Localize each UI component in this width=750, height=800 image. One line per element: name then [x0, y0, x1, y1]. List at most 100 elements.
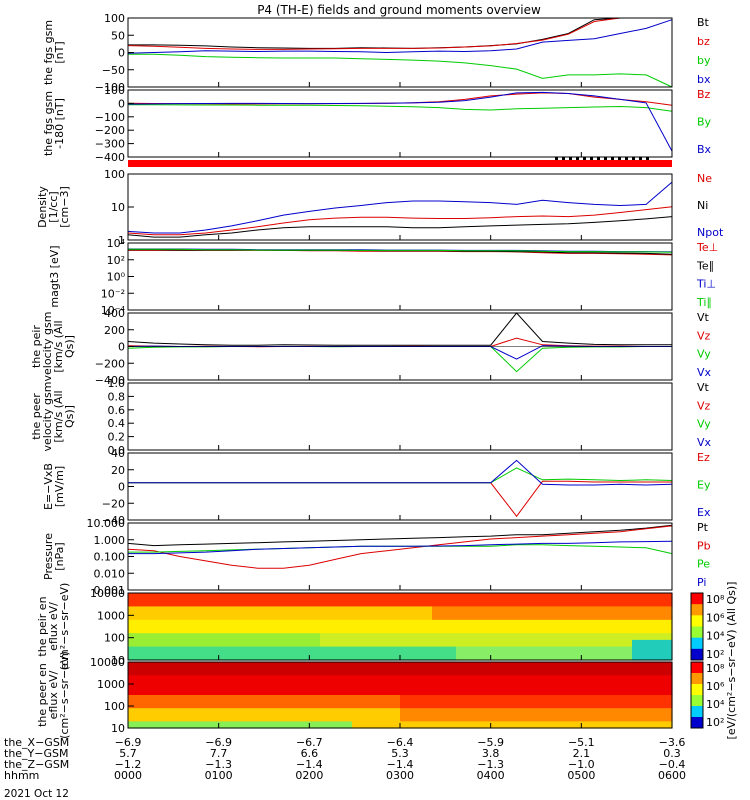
heatmap-cell	[584, 668, 593, 676]
heatmap-cell	[480, 681, 489, 689]
heatmap-cell	[496, 599, 505, 607]
heatmap-cell	[256, 695, 265, 703]
heatmap-cell	[256, 675, 265, 683]
heatmap-cell	[232, 721, 241, 729]
heatmap-cell	[496, 613, 505, 621]
x-axis-row-label: the_Z−GSM	[4, 758, 69, 771]
heatmap-cell	[544, 708, 553, 716]
heatmap-cell	[480, 633, 489, 641]
heatmap-cell	[624, 714, 633, 722]
heatmap-cell	[240, 599, 249, 607]
heatmap-cell	[384, 599, 393, 607]
heatmap-cell	[392, 714, 401, 722]
heatmap-cell	[544, 639, 553, 648]
heatmap-cell	[480, 639, 489, 648]
heatmap-cell	[216, 714, 225, 722]
mode-marker	[632, 157, 635, 160]
heatmap-cell	[656, 662, 665, 670]
heatmap-cell	[264, 633, 273, 641]
heatmap-cell	[536, 668, 545, 676]
heatmap-cell	[240, 613, 249, 621]
heatmap-cell	[432, 701, 441, 709]
heatmap-cell	[488, 721, 497, 729]
heatmap-cell	[208, 633, 217, 641]
heatmap-cell	[200, 688, 209, 696]
heatmap-cell	[368, 626, 377, 634]
heatmap-cell	[360, 708, 369, 716]
heatmap-cell	[464, 646, 473, 654]
heatmap-cell	[480, 613, 489, 621]
heatmap-cell	[200, 681, 209, 689]
heatmap-cell	[304, 619, 313, 628]
heatmap-cell	[512, 714, 521, 722]
heatmap-cell	[240, 606, 249, 614]
heatmap-cell	[224, 606, 233, 614]
heatmap-cell	[504, 695, 513, 703]
heatmap-cell	[224, 675, 233, 683]
heatmap-cell	[280, 639, 289, 648]
heatmap-cell	[600, 714, 609, 722]
heatmap-cell	[504, 606, 513, 614]
heatmap-cell	[376, 668, 385, 676]
heatmap-cell	[424, 646, 433, 654]
heatmap-cell	[472, 653, 481, 661]
heatmap-cell	[536, 633, 545, 641]
heatmap-cell	[232, 688, 241, 696]
heatmap-cell	[224, 714, 233, 722]
heatmap-cell	[384, 626, 393, 634]
heatmap-cell	[232, 606, 241, 614]
heatmap-cell	[208, 688, 217, 696]
heatmap-cell	[184, 668, 193, 676]
y-axis-label: velocity gsm	[41, 382, 54, 452]
heatmap-cell	[280, 688, 289, 696]
y-axis-label: the fgs gsm	[42, 91, 55, 156]
heatmap-cell	[208, 626, 217, 634]
heatmap-cell	[424, 633, 433, 641]
heatmap-cell	[168, 646, 177, 654]
heatmap-cell	[168, 633, 177, 641]
heatmap-cell	[216, 599, 225, 607]
heatmap-cell	[560, 619, 569, 628]
x-axis-value: −6.9	[205, 736, 232, 749]
heatmap-cell	[584, 633, 593, 641]
heatmap-cell	[240, 708, 249, 716]
heatmap-cell	[584, 688, 593, 696]
heatmap-cell	[560, 708, 569, 716]
heatmap-cell	[320, 675, 329, 683]
heatmap-cell	[552, 619, 561, 628]
y-axis-label: [1/cc]	[47, 191, 60, 222]
heatmap-cell	[576, 646, 585, 654]
heatmap-cell	[488, 695, 497, 703]
heatmap-cell	[536, 639, 545, 648]
heatmap-cell	[368, 695, 377, 703]
heatmap-cell	[224, 653, 233, 661]
heatmap-cell	[280, 606, 289, 614]
heatmap-cell	[264, 695, 273, 703]
legend-Vx: Vx	[697, 366, 712, 379]
heatmap-cell	[128, 708, 137, 716]
heatmap-cell	[400, 708, 409, 716]
date-label: 2021 Oct 12	[4, 788, 69, 800]
heatmap-cell	[632, 639, 641, 648]
y-axis-label: Qs)]	[63, 405, 76, 428]
heatmap-cell	[208, 653, 217, 661]
heatmap-cell	[144, 619, 153, 628]
series-Pi	[128, 540, 673, 555]
heatmap-cell	[336, 721, 345, 729]
heatmap-cell	[280, 714, 289, 722]
y-tick-label: 1000	[97, 678, 125, 691]
heatmap-cell	[328, 599, 337, 607]
heatmap-cell	[320, 606, 329, 614]
heatmap-cell	[664, 599, 673, 607]
y-tick-label: 1000	[97, 609, 125, 622]
heatmap-cell	[616, 646, 625, 654]
heatmap-cell	[376, 633, 385, 641]
heatmap-cell	[640, 593, 649, 601]
heatmap-cell	[152, 681, 161, 689]
heatmap-cell	[304, 593, 313, 601]
colorbar-swatch	[691, 604, 703, 616]
heatmap-cell	[344, 639, 353, 648]
heatmap-cell	[360, 714, 369, 722]
legend-Ex: Ex	[697, 506, 711, 519]
heatmap-cell	[432, 626, 441, 634]
